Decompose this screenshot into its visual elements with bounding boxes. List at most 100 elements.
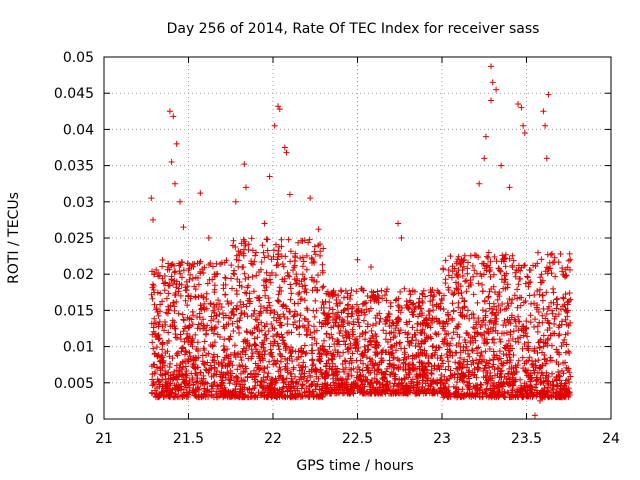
data-point (172, 291, 179, 298)
data-point (458, 392, 465, 399)
data-point (533, 381, 540, 388)
data-point (311, 378, 318, 385)
data-point (455, 359, 462, 366)
data-point (163, 295, 170, 302)
data-point (261, 287, 268, 294)
data-point (242, 242, 249, 249)
data-point (534, 369, 541, 376)
data-point (399, 379, 406, 386)
data-point (304, 377, 311, 384)
data-point (432, 347, 439, 354)
data-point (303, 305, 310, 312)
data-point (455, 340, 462, 347)
data-point (541, 352, 548, 359)
data-point (299, 254, 306, 261)
data-point (457, 309, 464, 316)
data-point (483, 372, 490, 379)
data-point (545, 373, 552, 380)
data-point (465, 350, 472, 357)
data-point (277, 322, 284, 329)
data-point (342, 358, 349, 365)
data-point (525, 383, 532, 390)
data-point (376, 310, 383, 317)
data-point (251, 325, 258, 332)
data-point (353, 340, 360, 347)
data-point (205, 369, 212, 376)
data-point (254, 371, 261, 378)
data-point (282, 378, 289, 385)
data-point (356, 323, 363, 330)
data-point (240, 236, 247, 243)
data-point (482, 348, 489, 355)
data-point (549, 385, 556, 392)
data-point (268, 375, 275, 382)
data-point (384, 313, 391, 320)
data-point (287, 394, 294, 401)
data-point (156, 318, 163, 325)
data-point (504, 389, 511, 396)
data-point (271, 122, 278, 129)
data-point (288, 393, 295, 400)
data-point (387, 303, 394, 310)
data-point (343, 331, 350, 338)
data-point (493, 394, 500, 401)
data-point (494, 383, 501, 390)
data-point (258, 327, 265, 334)
data-point (442, 335, 449, 342)
data-point (149, 295, 156, 302)
data-point (452, 359, 459, 366)
data-point (461, 356, 468, 363)
data-point (269, 353, 276, 360)
data-point (454, 323, 461, 330)
data-point (425, 386, 432, 393)
data-point (272, 272, 279, 279)
data-point (515, 281, 522, 288)
data-point (412, 304, 419, 311)
data-point (195, 321, 202, 328)
data-point (316, 351, 323, 358)
data-point (275, 343, 282, 350)
data-point (464, 270, 471, 277)
data-point (547, 354, 554, 361)
data-point (275, 298, 282, 305)
data-point (500, 330, 507, 337)
y-tick-label: 0.045 (54, 86, 94, 102)
data-point (344, 313, 351, 320)
data-point (215, 318, 222, 325)
data-point (501, 344, 508, 351)
data-point (229, 285, 236, 292)
data-point (313, 340, 320, 347)
data-point (452, 279, 459, 286)
data-point (180, 328, 187, 335)
data-point (344, 390, 351, 397)
data-point (222, 274, 229, 281)
data-point (267, 340, 274, 347)
data-point (507, 342, 514, 349)
data-point (502, 345, 509, 352)
data-point (416, 358, 423, 365)
data-point (540, 108, 547, 115)
data-point (545, 392, 552, 399)
data-point (497, 307, 504, 314)
data-point (174, 385, 181, 392)
data-point (252, 252, 259, 259)
data-point (393, 322, 400, 329)
data-point (525, 373, 532, 380)
data-point (394, 316, 401, 323)
data-point (359, 329, 366, 336)
data-point (558, 386, 565, 393)
data-point (553, 346, 560, 353)
data-point (190, 263, 197, 270)
data-point (432, 330, 439, 337)
data-point (527, 319, 534, 326)
data-point (248, 390, 255, 397)
data-point (264, 304, 271, 311)
data-point (528, 300, 535, 307)
data-point (551, 330, 558, 337)
data-point (455, 253, 462, 260)
data-point (482, 314, 489, 321)
data-point (228, 370, 235, 377)
data-point (188, 293, 195, 300)
data-point (566, 378, 573, 385)
data-point (171, 269, 178, 276)
